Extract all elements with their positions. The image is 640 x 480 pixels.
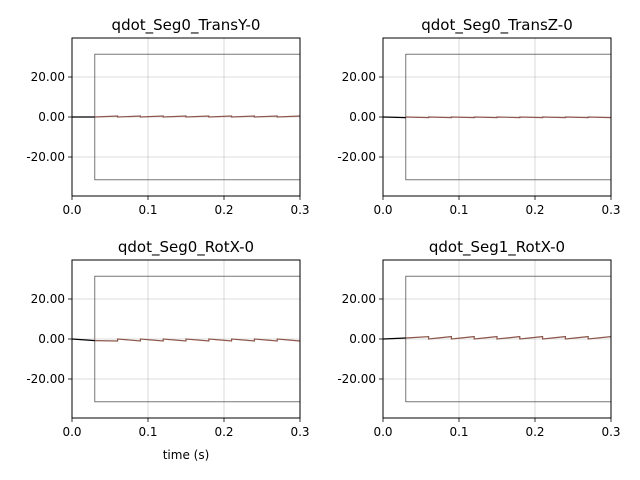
y-tick-label: 0.00 bbox=[38, 110, 65, 124]
y-tick-label: 20.00 bbox=[342, 70, 376, 84]
x-tick-label: 0.1 bbox=[449, 203, 468, 217]
x-tick-label: 0.1 bbox=[138, 203, 157, 217]
y-tick-label: 20.00 bbox=[342, 292, 376, 306]
series-line-main bbox=[94, 338, 301, 342]
x-tick-label: 0.0 bbox=[62, 203, 81, 217]
series-line-initial bbox=[382, 337, 406, 340]
series-line-main bbox=[405, 116, 612, 119]
series-line-main bbox=[405, 335, 612, 340]
y-tick-label: -20.00 bbox=[26, 150, 65, 164]
y-tick-label: -20.00 bbox=[337, 150, 376, 164]
x-tick-label: 0.0 bbox=[373, 425, 392, 439]
y-tick-label: 20.00 bbox=[31, 70, 65, 84]
x-tick-label: 0.2 bbox=[525, 425, 544, 439]
chart-title: qdot_Seg0_TransY-0 bbox=[112, 16, 261, 35]
x-tick-label: 0.2 bbox=[214, 203, 233, 217]
series-line-initial bbox=[382, 116, 406, 119]
y-tick-label: 20.00 bbox=[31, 292, 65, 306]
chart-title: qdot_Seg1_RotX-0 bbox=[429, 238, 565, 257]
x-tick-label: 0.0 bbox=[373, 203, 392, 217]
x-tick-label: 0.3 bbox=[290, 203, 309, 217]
y-tick-label: -20.00 bbox=[337, 372, 376, 386]
x-tick-label: 0.0 bbox=[62, 425, 81, 439]
series-line-main bbox=[94, 115, 301, 118]
x-tick-label: 0.3 bbox=[601, 203, 620, 217]
x-tick-label: 0.2 bbox=[525, 203, 544, 217]
x-tick-label: 0.3 bbox=[601, 425, 620, 439]
chart-title: qdot_Seg0_TransZ-0 bbox=[421, 16, 573, 35]
y-tick-label: 0.00 bbox=[38, 332, 65, 346]
series-line-initial bbox=[71, 338, 95, 342]
x-axis-label: time (s) bbox=[163, 448, 210, 462]
x-tick-label: 0.1 bbox=[449, 425, 468, 439]
x-tick-label: 0.2 bbox=[214, 425, 233, 439]
y-tick-label: -20.00 bbox=[26, 372, 65, 386]
x-tick-label: 0.3 bbox=[290, 425, 309, 439]
y-tick-label: 0.00 bbox=[349, 110, 376, 124]
x-tick-label: 0.1 bbox=[138, 425, 157, 439]
y-tick-label: 0.00 bbox=[349, 332, 376, 346]
chart-title: qdot_Seg0_RotX-0 bbox=[118, 238, 254, 257]
